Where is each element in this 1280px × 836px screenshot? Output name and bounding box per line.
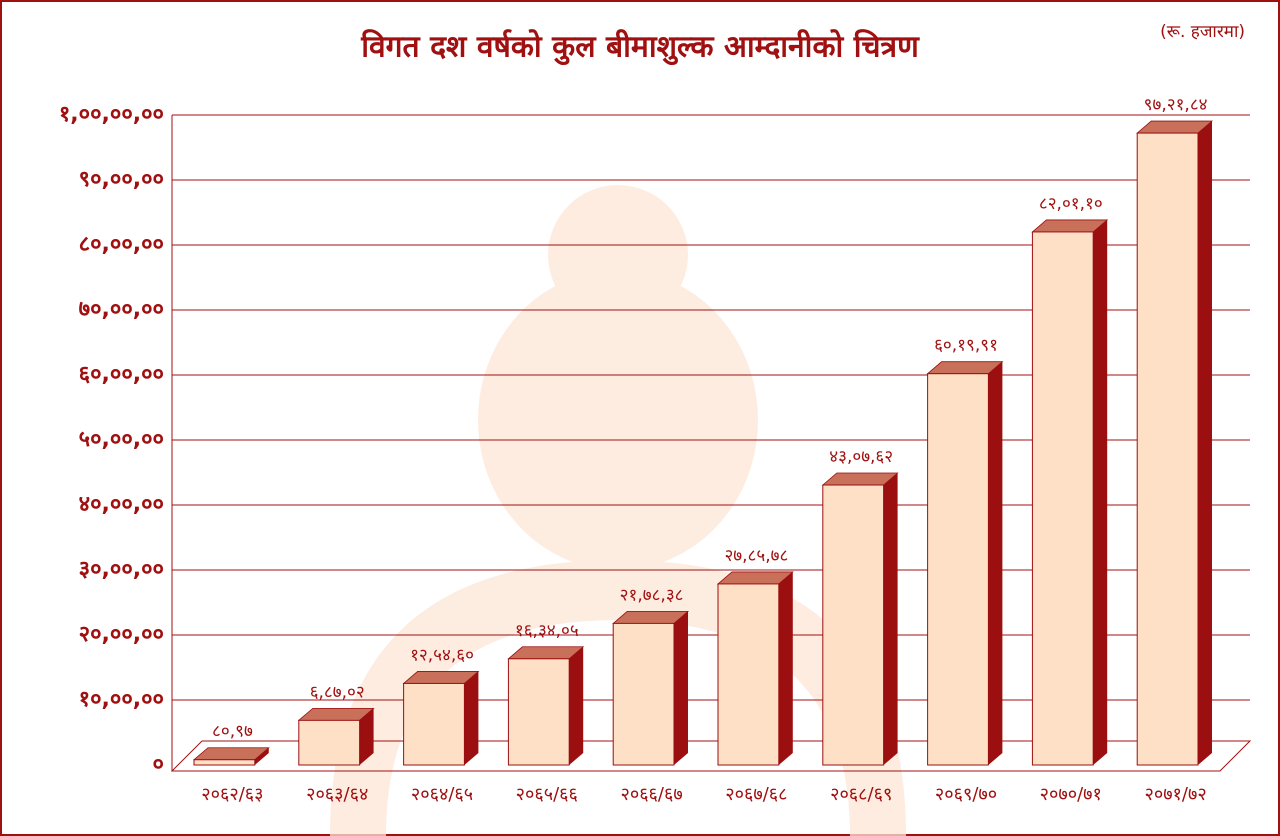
value-label: ६०,१९,९१ — [934, 336, 998, 356]
x-tick-label: २०६५/६६ — [516, 784, 578, 805]
bar-side — [359, 708, 374, 765]
y-tick-label: ७०,००,०० — [79, 297, 164, 322]
x-tick-label: २०६४/६५ — [411, 784, 473, 805]
bar-side — [673, 611, 688, 765]
y-tick-label: ९०,००,०० — [79, 167, 164, 192]
x-tick-label: २०६३/६४ — [306, 784, 368, 805]
y-tick-label: ० — [153, 752, 164, 777]
x-tick-label: २०६६/६७ — [620, 784, 682, 805]
value-label: ९७,२१,८४ — [1144, 95, 1208, 115]
x-tick-label: २०६७/६८ — [725, 784, 787, 805]
bar — [927, 373, 989, 766]
bar-side — [778, 571, 793, 765]
bar — [403, 682, 465, 766]
bar-side — [1197, 121, 1212, 766]
unit-label: (रू. हजारमा) — [1160, 22, 1245, 42]
x-tick-label: २०६२/६३ — [201, 784, 263, 805]
bar-side — [883, 473, 898, 765]
bar — [822, 484, 885, 766]
value-label: २१,७८,३८ — [620, 585, 684, 605]
y-tick-label: ४०,००,०० — [79, 492, 164, 517]
bar — [507, 658, 570, 766]
floor — [170, 740, 1252, 772]
y-tick-label: २०,००,०० — [79, 622, 164, 647]
bar-side — [988, 361, 1003, 765]
bar — [193, 759, 256, 766]
y-tick-label: ५०,००,०० — [79, 427, 164, 452]
bar-side — [464, 671, 479, 765]
x-tick-label: २०६९/७० — [935, 784, 997, 805]
y-tick-label: १,००,००,०० — [59, 102, 164, 127]
bar — [298, 719, 361, 766]
y-tick-label: १०,००,०० — [79, 687, 164, 712]
chart-title: विगत दश वर्षको कुल बीमाशुल्क आम्दानीको च… — [360, 29, 920, 66]
bar — [612, 622, 675, 766]
x-tick-label: २०६८/६९ — [830, 784, 892, 805]
bar-side — [254, 747, 269, 765]
y-tick-label: ८०,००,०० — [79, 232, 164, 257]
value-label: २७,८५,७८ — [724, 546, 788, 566]
value-label: १६,३४,०५ — [515, 621, 579, 641]
bar — [1136, 132, 1199, 766]
bar — [1031, 231, 1094, 766]
x-tick-label: २०७१/७२ — [1144, 784, 1206, 805]
value-label: ८०,९७ — [212, 722, 253, 742]
x-tick-label: २०७०/७१ — [1040, 784, 1102, 805]
bar-side — [569, 646, 584, 765]
bar-side — [1093, 219, 1108, 766]
value-label: ६,८७,०२ — [310, 682, 365, 702]
y-tick-label: ६०,००,०० — [79, 362, 164, 387]
y-tick-label: ३०,००,०० — [79, 557, 164, 582]
value-label: १२,५४,६० — [410, 645, 474, 665]
value-label: ८२,०१,१० — [1039, 194, 1103, 214]
value-label: ४३,०७,६२ — [829, 447, 893, 467]
bar — [717, 583, 780, 766]
